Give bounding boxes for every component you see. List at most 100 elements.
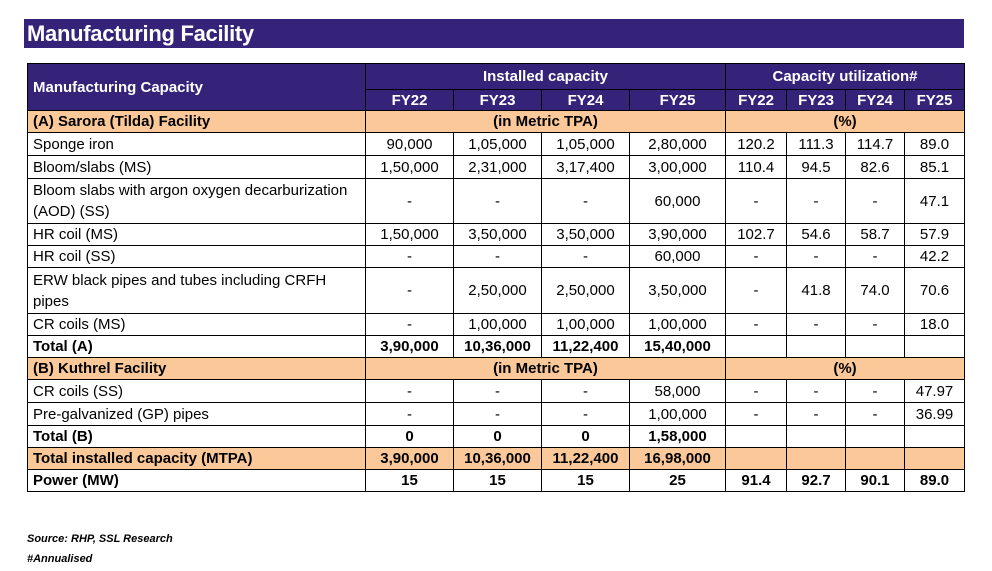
installed-capacity-cell: 60,000 xyxy=(629,245,726,268)
empty-cell xyxy=(786,447,846,470)
empty-cell xyxy=(725,425,787,448)
row-label: CR coils (MS) xyxy=(27,313,366,336)
total-capacity-cell: 15 xyxy=(453,469,542,492)
empty-cell xyxy=(845,425,905,448)
total-utilization-cell: 91.4 xyxy=(725,469,787,492)
total-label: Power (MW) xyxy=(27,469,366,492)
installed-capacity-cell: 1,50,000 xyxy=(365,155,454,179)
installed-capacity-cell: - xyxy=(453,178,542,224)
empty-cell xyxy=(903,425,966,448)
total-label: Total installed capacity (MTPA) xyxy=(27,447,366,470)
empty-cell xyxy=(786,425,846,448)
installed-capacity-cell: - xyxy=(453,379,542,403)
total-label: Total (A) xyxy=(27,335,366,358)
installed-capacity-cell: 1,50,000 xyxy=(365,223,454,246)
source-note: Source: RHP, SSL Research xyxy=(27,533,173,545)
installed-capacity-cell: 1,00,000 xyxy=(629,402,726,426)
empty-cell xyxy=(903,335,966,358)
utilization-cell: 102.7 xyxy=(725,223,787,246)
table-row: Bloom/slabs (MS) 1,50,000 2,31,000 3,17,400… xyxy=(27,155,966,179)
utilization-cell: 111.3 xyxy=(786,132,846,156)
utilization-cell: 114.7 xyxy=(845,132,905,156)
total-utilization-cell: 89.0 xyxy=(903,469,966,492)
empty-cell xyxy=(786,335,846,358)
installed-capacity-cell: 3,50,000 xyxy=(453,223,542,246)
utilization-cell: 82.6 xyxy=(845,155,905,179)
installed-year-header: FY24 xyxy=(541,89,630,111)
installed-capacity-cell: 3,00,000 xyxy=(629,155,726,179)
installed-capacity-cell: 3,50,000 xyxy=(541,223,630,246)
installed-capacity-cell: 90,000 xyxy=(365,132,454,156)
utilization-cell: 54.6 xyxy=(786,223,846,246)
row-label: HR coil (MS) xyxy=(27,223,366,246)
installed-capacity-cell: - xyxy=(541,245,630,268)
table-row: ERW black pipes and tubes including CRFH… xyxy=(27,267,966,314)
installed-capacity-cell: - xyxy=(541,379,630,403)
row-label: ERW black pipes and tubes including CRFH… xyxy=(27,267,366,314)
installed-year-header: FY23 xyxy=(453,89,542,111)
utilization-cell: - xyxy=(725,313,787,336)
section-unit-utilization: (%) xyxy=(724,357,966,380)
utilization-cell: 74.0 xyxy=(845,267,905,314)
total-capacity-cell: 15,40,000 xyxy=(629,335,726,358)
installed-capacity-cell: 2,50,000 xyxy=(541,267,630,314)
section-unit-utilization: (%) xyxy=(724,110,966,133)
total-capacity-cell: 10,36,000 xyxy=(453,447,542,470)
total-capacity-cell: 3,90,000 xyxy=(365,335,454,358)
installed-capacity-cell: - xyxy=(541,178,630,224)
total-capacity-cell: 1,58,000 xyxy=(629,425,726,448)
utilization-cell: - xyxy=(786,178,846,224)
installed-capacity-cell: - xyxy=(365,313,454,336)
row-label: Bloom/slabs (MS) xyxy=(27,155,366,179)
utilization-cell: - xyxy=(725,245,787,268)
total-row: Power (MW) 15 15 15 25 91.4 92.7 90.1 89.0 xyxy=(27,469,966,492)
installed-capacity-cell: 1,00,000 xyxy=(453,313,542,336)
section-unit-installed: (in Metric TPA) xyxy=(365,357,726,380)
empty-cell xyxy=(903,447,966,470)
utilization-cell: 41.8 xyxy=(786,267,846,314)
util-year-header: FY22 xyxy=(725,89,787,111)
utilization-cell: - xyxy=(725,178,787,224)
utilization-cell: 36.99 xyxy=(903,402,966,426)
installed-capacity-cell: - xyxy=(365,245,454,268)
installed-capacity-cell: - xyxy=(453,245,542,268)
installed-capacity-cell: 3,17,400 xyxy=(541,155,630,179)
utilization-cell: - xyxy=(725,402,787,426)
header-capacity-utilization: Capacity utilization# xyxy=(724,63,966,90)
utilization-cell: 70.6 xyxy=(903,267,966,314)
table-row: Sponge iron 90,000 1,05,000 1,05,000 2,80,00… xyxy=(27,132,966,156)
installed-capacity-cell: 1,05,000 xyxy=(453,132,542,156)
annualised-note: #Annualised xyxy=(27,553,93,565)
utilization-cell: 42.2 xyxy=(903,245,966,268)
installed-capacity-cell: 60,000 xyxy=(629,178,726,224)
total-utilization-cell: 90.1 xyxy=(845,469,905,492)
installed-capacity-cell: - xyxy=(541,402,630,426)
util-year-header: FY23 xyxy=(786,89,846,111)
total-capacity-cell: 16,98,000 xyxy=(629,447,726,470)
table-row: HR coil (SS) - - -60,000- - -42.2 xyxy=(27,245,966,268)
row-label: Pre-galvanized (GP) pipes xyxy=(27,402,366,426)
empty-cell xyxy=(845,335,905,358)
total-capacity-cell: 3,90,000 xyxy=(365,447,454,470)
header-installed-capacity: Installed capacity xyxy=(365,63,726,90)
section-unit-installed: (in Metric TPA) xyxy=(365,110,726,133)
utilization-cell: - xyxy=(725,267,787,314)
total-capacity-cell: 25 xyxy=(629,469,726,492)
empty-cell xyxy=(845,447,905,470)
total-utilization-cell: 92.7 xyxy=(786,469,846,492)
installed-capacity-cell: - xyxy=(453,402,542,426)
section-label: (B) Kuthrel Facility xyxy=(27,357,366,380)
total-capacity-cell: 11,22,400 xyxy=(541,447,630,470)
utilization-cell: - xyxy=(845,178,905,224)
header-manufacturing-capacity: Manufacturing Capacity xyxy=(27,63,366,111)
row-label: HR coil (SS) xyxy=(27,245,366,268)
total-capacity-cell: 0 xyxy=(365,425,454,448)
total-capacity-cell: 11,22,400 xyxy=(541,335,630,358)
total-label: Total (B) xyxy=(27,425,366,448)
installed-capacity-cell: 1,05,000 xyxy=(541,132,630,156)
utilization-cell: 47.97 xyxy=(903,379,966,403)
total-row: Total (A) 3,90,000 10,36,000 11,22,400 15,40… xyxy=(27,335,966,358)
installed-year-header: FY22 xyxy=(365,89,454,111)
utilization-cell: 47.1 xyxy=(903,178,966,224)
section-row: (A) Sarora (Tilda) Facility (in Metric TP… xyxy=(27,110,966,133)
